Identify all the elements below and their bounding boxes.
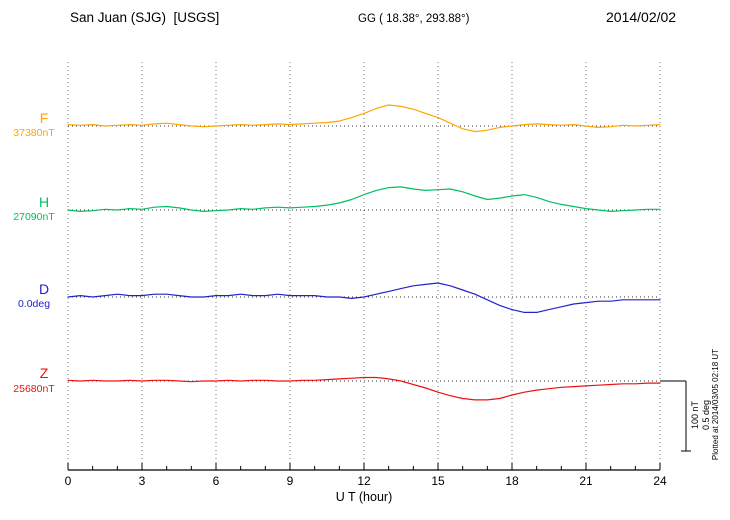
x-tick-label: 24 xyxy=(653,474,667,488)
series-baseline-Z: 25680nT xyxy=(13,383,55,395)
x-tick-label: 18 xyxy=(505,474,519,488)
series-label-D: D xyxy=(38,281,50,297)
x-tick-label: 0 xyxy=(64,474,72,488)
plot-date: 2014/02/02 xyxy=(606,9,677,25)
series-baseline-D: 0.0deg xyxy=(17,298,51,310)
x-tick-label: 21 xyxy=(579,474,593,488)
scale-bar-label-nt: 100 nT xyxy=(690,400,701,430)
series-baseline-H: 27090nT xyxy=(13,211,55,223)
plot-title: San Juan (SJG) [USGS] xyxy=(70,10,220,25)
x-axis-label: U T (hour) xyxy=(335,490,393,504)
x-tick-label: 15 xyxy=(431,474,445,488)
series-label-H: H xyxy=(38,194,50,210)
scale-bar-label-deg: 0.5 deg xyxy=(701,399,712,431)
series-label-Z: Z xyxy=(39,365,49,381)
x-tick-label: 3 xyxy=(138,474,146,488)
geographic-coordinates: GG ( 18.38°, 293.88°) xyxy=(358,13,470,25)
plotted-at-timestamp: Plotted at 2014/03/05 02:18 UT xyxy=(711,348,721,461)
x-tick-label: 9 xyxy=(286,474,294,488)
trace-H xyxy=(67,186,661,212)
x-tick-label: 12 xyxy=(357,474,371,488)
series-label-F: F xyxy=(39,110,49,126)
trace-F xyxy=(67,104,661,133)
trace-D xyxy=(67,282,661,313)
series-baseline-F: 37380nT xyxy=(13,127,55,139)
x-tick-label: 6 xyxy=(212,474,220,488)
trace-Z xyxy=(67,376,661,401)
